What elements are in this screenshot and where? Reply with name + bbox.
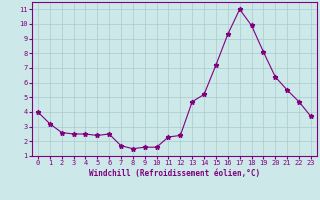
X-axis label: Windchill (Refroidissement éolien,°C): Windchill (Refroidissement éolien,°C) <box>89 169 260 178</box>
